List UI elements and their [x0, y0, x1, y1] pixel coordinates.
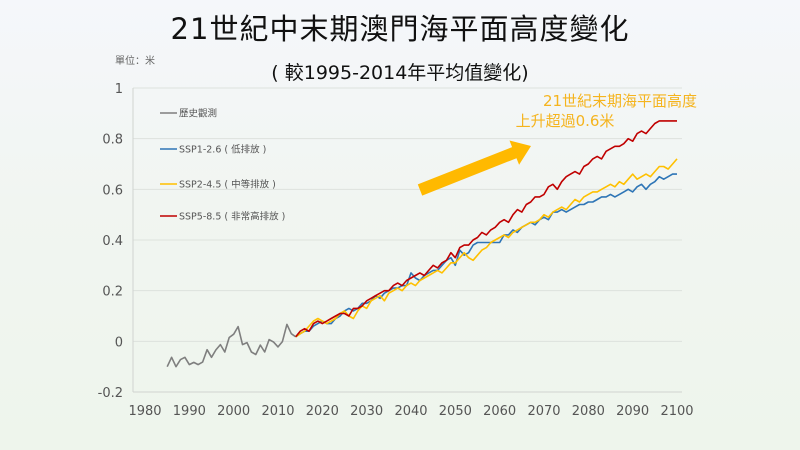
legend-label: 歷史觀測 — [179, 108, 217, 120]
annotation-line-2: 上升超過0.6米 — [516, 112, 615, 130]
y-tick-label: -0.2 — [98, 386, 123, 401]
chart-subtitle: ( 較1995-2014年平均值變化) — [271, 62, 529, 84]
x-tick-label: 1980 — [128, 404, 161, 419]
y-tick-label: 0.4 — [102, 234, 123, 249]
x-tick-label: 2040 — [394, 404, 427, 419]
x-tick-label: 2090 — [616, 404, 649, 419]
x-axis-ticks: 1980 1990 2000 2010 2020 2030 2040 2050 2060 2070… — [128, 404, 693, 419]
x-tick-label: 2050 — [439, 404, 472, 419]
chart-title: 21世紀中末期澳門海平面高度變化 — [170, 12, 630, 46]
y-tick-label: 1 — [115, 82, 123, 97]
series-line-1 — [295, 173, 677, 338]
series-line-0 — [166, 323, 297, 368]
legend-label: SSP2-4.5 ( 中等排放 ) — [179, 179, 276, 191]
series-lines — [166, 120, 678, 368]
x-tick-label: 2010 — [261, 404, 294, 419]
x-tick-label: 2000 — [217, 404, 250, 419]
y-tick-label: 0.6 — [102, 183, 123, 198]
x-tick-label: 2080 — [572, 404, 605, 419]
y-tick-label: 0 — [115, 335, 123, 350]
series-line-3 — [295, 120, 677, 338]
y-tick-label: 0.8 — [102, 133, 123, 148]
annotation-line-1: 21世紀末期海平面高度 — [543, 92, 697, 110]
arrow-icon — [417, 140, 531, 196]
x-tick-label: 2060 — [483, 404, 516, 419]
x-tick-label: 2100 — [660, 404, 693, 419]
x-tick-label: 2070 — [527, 404, 560, 419]
unit-label: 單位：米 — [115, 56, 155, 67]
y-axis-ticks: -0.2 0 0.2 0.4 0.6 0.8 1 — [98, 82, 123, 401]
x-tick-label: 1990 — [173, 404, 206, 419]
annotation: 21世紀末期海平面高度 上升超過0.6米 — [516, 92, 697, 130]
legend: 歷史觀測 SSP1-2.6 ( 低排放 ) SSP2-4.5 ( 中等排放 ) SSP… — [160, 108, 285, 223]
trend-arrow — [417, 140, 531, 196]
x-tick-label: 2030 — [350, 404, 383, 419]
legend-label: SSP1-2.6 ( 低排放 ) — [179, 144, 266, 156]
legend-label: SSP5-8.5 ( 非常高排放 ) — [179, 211, 285, 223]
series-line-2 — [295, 158, 678, 338]
y-tick-label: 0.2 — [102, 285, 123, 300]
x-tick-label: 2020 — [306, 404, 339, 419]
gridlines — [133, 87, 682, 342]
